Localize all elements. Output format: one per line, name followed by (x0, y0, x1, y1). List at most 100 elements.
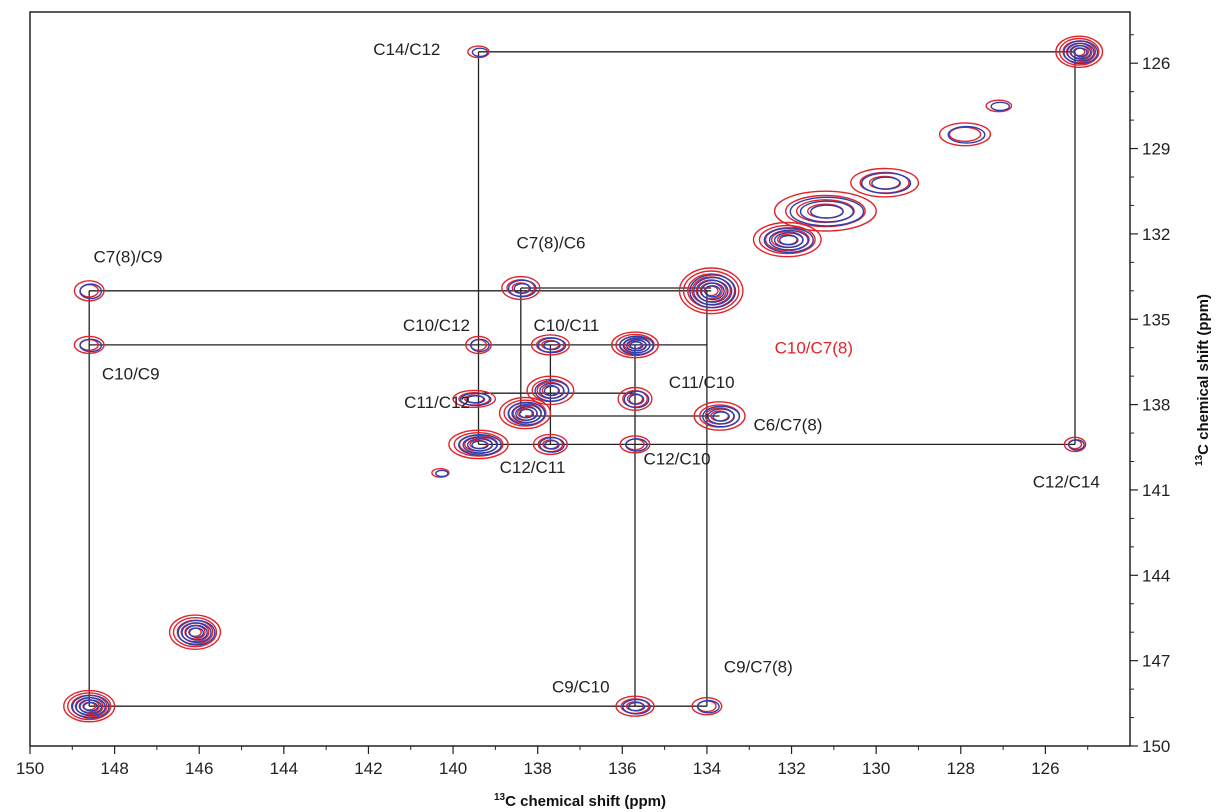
peak-label-14: C9/C7(8) (724, 657, 793, 676)
contour-blue (871, 176, 901, 190)
contour-red (758, 224, 816, 255)
contour-red (611, 331, 660, 359)
peak-label-9: C6/C7(8) (754, 416, 823, 435)
contour-blue (71, 694, 110, 719)
x-tick-label-11: 128 (947, 759, 975, 778)
x-tick-label-5: 140 (439, 759, 467, 778)
contour-red (773, 190, 877, 232)
contour-red (172, 617, 218, 648)
contour-red (532, 433, 568, 456)
contour-red (985, 99, 1013, 113)
x-tick-label-12: 126 (1031, 759, 1059, 778)
contour-red (465, 335, 492, 355)
contour-red (615, 695, 655, 717)
connector-lines (88, 51, 1076, 707)
y-tick-label-4: 138 (1142, 396, 1170, 415)
peak-label-5: C10/C11 (534, 316, 600, 335)
cross-peak-12 (526, 375, 575, 406)
contour-red (764, 227, 810, 252)
contour-blue (1068, 439, 1085, 451)
peak-label-11: C12/C10 (644, 450, 711, 469)
cross-peak-14 (532, 433, 568, 456)
contour-red (526, 375, 575, 406)
contour-blue (623, 390, 650, 409)
contour-red (615, 333, 655, 357)
contour-blue (534, 379, 570, 402)
contour-blue (470, 338, 490, 353)
contour-red (530, 334, 571, 356)
peak-label-6: C10/C7(8) (775, 339, 853, 358)
contour-blue (1073, 47, 1088, 58)
contour-red (503, 399, 547, 427)
contour-red (1063, 436, 1087, 453)
cross-peak-8 (617, 386, 653, 411)
x-tick-label-0: 150 (16, 759, 44, 778)
contour-blue (435, 469, 449, 478)
y-tick-label-0: 126 (1142, 54, 1170, 73)
peak-label-1: C7(8)/C9 (94, 248, 163, 267)
contour-blue (1063, 40, 1099, 65)
contour-red (467, 45, 490, 59)
contour-blue (507, 401, 546, 426)
contour-blue (629, 341, 644, 350)
contour-blue (773, 232, 804, 249)
y-tick-label-1: 129 (1142, 140, 1170, 159)
contour-red (73, 280, 105, 302)
peak-label-10: C12/C11 (500, 458, 566, 477)
contour-red (431, 467, 450, 478)
contour-blue (712, 411, 730, 422)
peak-label-0: C14/C12 (373, 40, 440, 59)
cross-peak-27 (431, 467, 450, 478)
cross-peak-16 (452, 389, 497, 409)
contour-blue (471, 440, 489, 450)
x-tick-label-9: 132 (777, 759, 805, 778)
cross-peak-17 (465, 335, 492, 355)
contour-blue (543, 340, 561, 351)
contour-blue (79, 283, 103, 300)
peak-label-13: C9/C10 (552, 677, 610, 696)
contour-red (938, 122, 992, 147)
contour-blue (466, 438, 494, 452)
contour-blue (689, 274, 737, 309)
contour-blue (79, 338, 103, 353)
contour-red (168, 614, 222, 651)
cross-peak-24 (1063, 436, 1087, 453)
contour-peaks (63, 35, 1104, 723)
cross-peak-10 (530, 334, 571, 356)
contour-red (501, 275, 541, 301)
cross-peak-1 (938, 122, 992, 147)
contour-red (619, 435, 651, 454)
contour-blue (763, 227, 814, 254)
contour-blue (188, 627, 205, 639)
contour-red (1058, 37, 1100, 66)
contour-red (682, 270, 740, 312)
contour-blue (75, 697, 106, 717)
contour-red (73, 335, 105, 355)
contour-blue (518, 408, 535, 419)
contour-blue (693, 276, 733, 306)
contour-blue (181, 622, 212, 644)
contour-red (785, 194, 866, 228)
y-tick-label-8: 150 (1142, 737, 1170, 756)
contour-blue (471, 47, 489, 58)
y-tick-label-2: 132 (1142, 225, 1170, 244)
contour-red (752, 221, 822, 258)
x-axis-title: 13C chemical shift (ppm) (494, 792, 666, 810)
contour-blue (544, 439, 560, 450)
cross-peak-15 (448, 429, 509, 460)
y-tick-label-5: 141 (1142, 481, 1170, 500)
y-axis-title: 13C chemical shift (ppm) (1194, 294, 1212, 466)
contour-red (448, 429, 509, 460)
contour-blue (185, 624, 208, 641)
contour-blue (466, 395, 486, 404)
contour-blue (619, 335, 655, 356)
cross-peak-18 (168, 614, 222, 651)
contour-blue (1066, 42, 1095, 62)
contour-blue (543, 385, 561, 397)
cross-peak-20 (73, 280, 105, 302)
contour-blue (626, 339, 648, 352)
contour-red (693, 401, 746, 431)
contour-blue (511, 404, 542, 424)
y-tick-label-6: 144 (1142, 566, 1170, 585)
